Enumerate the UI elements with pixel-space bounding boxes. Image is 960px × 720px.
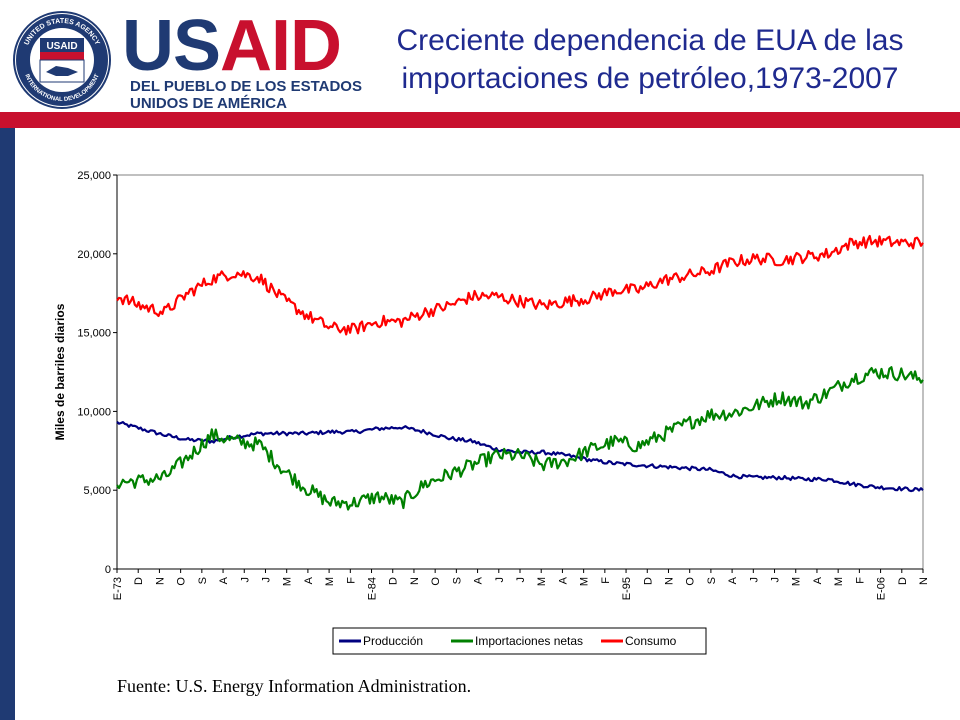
svg-text:USAID: USAID — [46, 41, 77, 52]
x-tick-label: A — [303, 576, 315, 584]
oil-chart: 0 5,000 10,000 15,000 20,000 25,000 Miles de b… — [53, 170, 930, 655]
x-tick-label: N — [918, 577, 930, 585]
x-tick-label: A — [557, 576, 569, 584]
legend-label: Importaciones netas — [475, 634, 583, 648]
x-tick-label: M — [833, 577, 845, 586]
y-tick-label: 0 — [105, 564, 111, 576]
x-tick-label: N — [663, 577, 675, 585]
logo-subtitle-2: UNIDOS DE AMÉRICA — [130, 95, 287, 112]
x-tick-label: N — [409, 577, 421, 585]
x-tick-label: E-95 — [621, 577, 633, 600]
x-tick-label: D — [388, 577, 400, 585]
y-axis-title: Miles de barriles diarios — [53, 303, 67, 440]
y-tick-label: 25,000 — [77, 170, 111, 182]
x-tick-label: F — [345, 577, 357, 584]
x-tick-label: S — [197, 577, 209, 584]
plot-area-frame — [116, 174, 924, 570]
x-tick-label: N — [154, 577, 166, 585]
legend-label: Consumo — [625, 634, 677, 648]
y-tick-label: 15,000 — [77, 328, 111, 340]
header: UNITED STATES AGENCY INTERNATIONAL DEVEL… — [0, 0, 960, 112]
left-navy-bar — [0, 128, 15, 720]
x-tick-label: F — [854, 577, 866, 584]
usaid-wordmark: USAID DEL PUEBLO DE LOS ESTADOS UNIDOS D… — [122, 6, 362, 112]
x-tick-label: D — [133, 577, 145, 585]
x-tick-label: S — [451, 577, 463, 584]
x-tick-label: A — [727, 576, 739, 584]
series-line-2 — [116, 366, 924, 511]
x-tick-label: A — [473, 576, 485, 584]
x-tick-label: O — [430, 577, 442, 586]
x-tick-label: D — [897, 577, 909, 585]
x-tick-label: S — [706, 577, 718, 584]
x-tick-label: A — [812, 576, 824, 584]
x-tick-label: D — [642, 577, 654, 585]
slide-title: Creciente dependencia de EUA de las impo… — [350, 22, 950, 98]
x-tick-label: F — [600, 577, 612, 584]
x-tick-label: E-84 — [367, 577, 379, 600]
chart-container: 0 5,000 10,000 15,000 20,000 25,000 Miles de b… — [30, 160, 940, 660]
logo-title: USAID — [122, 6, 342, 86]
x-tick-label: J — [494, 577, 506, 583]
x-tick-label: J — [239, 577, 251, 583]
x-tick-label: J — [748, 577, 760, 583]
series-line-3 — [116, 234, 924, 336]
x-tick-label: J — [515, 577, 527, 583]
y-tick-label: 10,000 — [77, 406, 111, 418]
source-note: Fuente: U.S. Energy Information Administ… — [117, 676, 472, 696]
x-tick-label: J — [770, 577, 782, 583]
logo-subtitle-1: DEL PUEBLO DE LOS ESTADOS — [130, 78, 362, 95]
x-tick-label: E-06 — [876, 577, 888, 600]
x-tick-label: M — [536, 577, 548, 586]
y-tick-label: 20,000 — [77, 249, 111, 261]
legend-box — [332, 627, 707, 655]
x-tick-label: A — [218, 576, 230, 584]
x-tick-label: E-73 — [112, 577, 124, 600]
legend-label: Producción — [363, 634, 423, 648]
x-tick-label: M — [579, 577, 591, 586]
x-tick-label: J — [260, 577, 272, 583]
series-line-1 — [116, 421, 924, 493]
header-red-band — [0, 112, 960, 128]
title-line-2: importaciones de petróleo,1973-2007 — [401, 62, 899, 95]
y-tick-label: 5,000 — [83, 485, 111, 497]
x-tick-label: M — [324, 577, 336, 586]
x-tick-label: O — [685, 577, 697, 586]
x-tick-label: M — [791, 577, 803, 586]
x-tick-label: O — [176, 577, 188, 586]
x-tick-label: M — [282, 577, 294, 586]
title-line-1: Creciente dependencia de EUA de las — [396, 24, 904, 57]
usaid-seal-logo: UNITED STATES AGENCY INTERNATIONAL DEVEL… — [13, 11, 111, 109]
